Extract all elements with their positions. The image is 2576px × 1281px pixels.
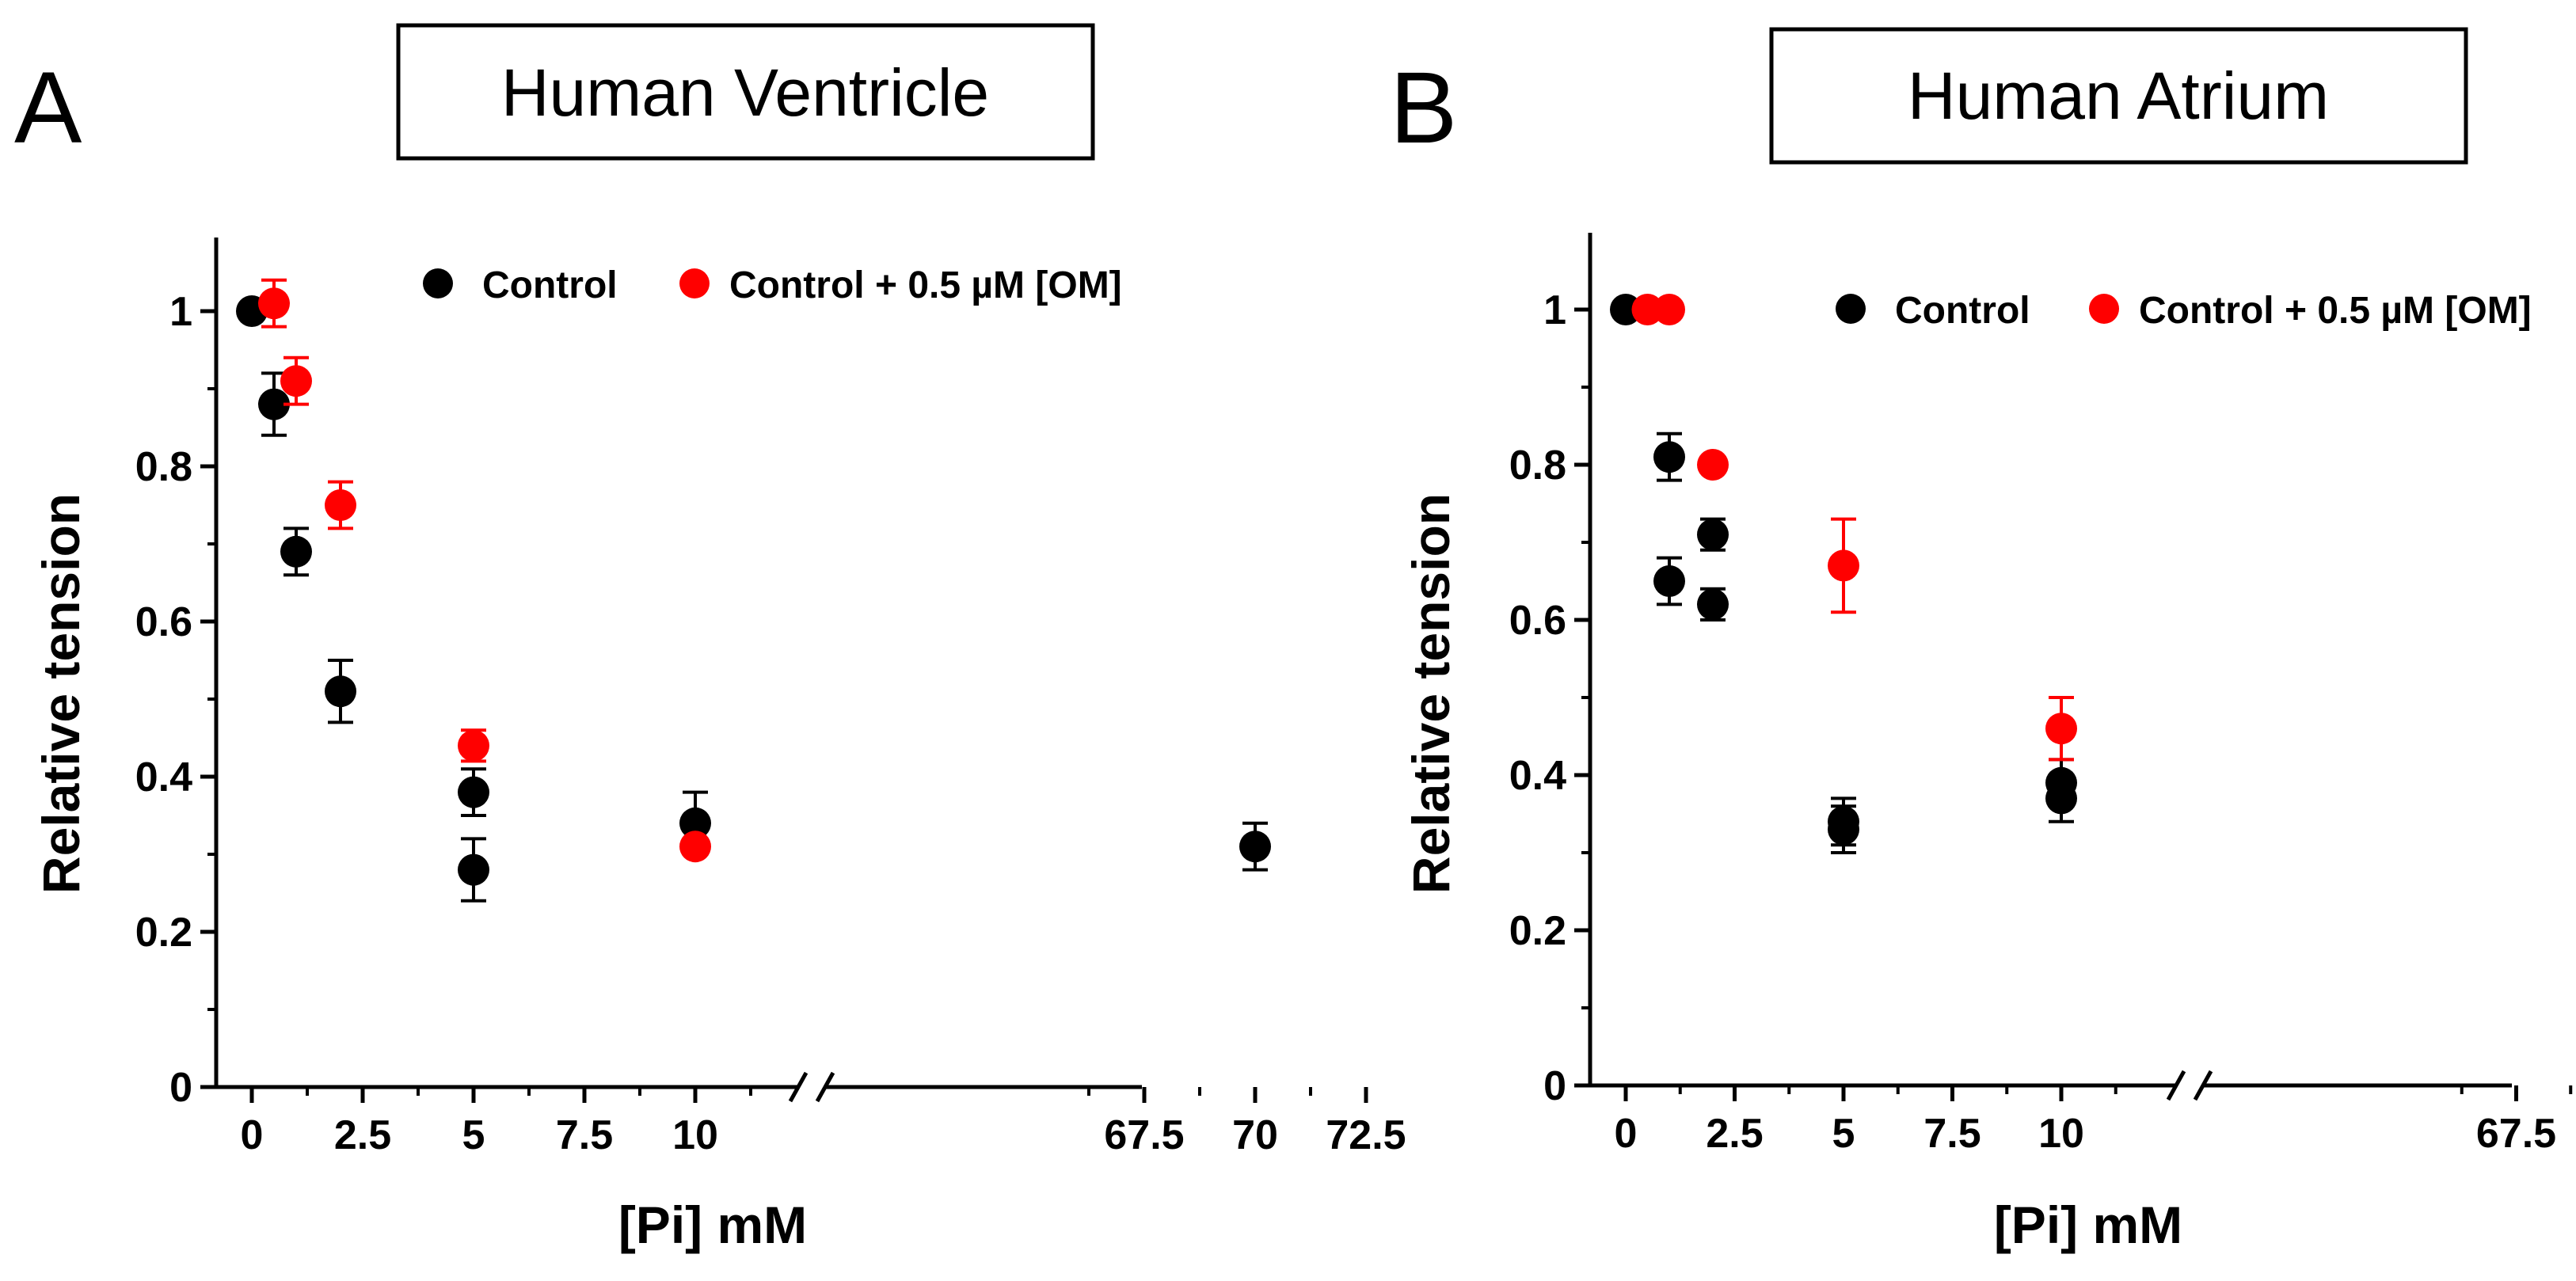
panel-b-letter: B — [1390, 51, 1457, 165]
panel-b-y-tick-label: 0.6 — [1509, 598, 1566, 644]
panel-a-axis-break-mark — [815, 1071, 835, 1103]
panel-a-control-point — [1239, 831, 1271, 863]
panel-a: A Human Ventricle Relative tension [Pi] … — [14, 23, 1406, 1254]
panel-b-control-point — [1653, 565, 1685, 597]
panel-a-y-tick-label: 0.4 — [135, 755, 192, 800]
panel-b-legend-om-marker — [2089, 294, 2119, 324]
panel-a-title: Human Ventricle — [501, 55, 989, 130]
panel-b-axis-break-mark — [2166, 1070, 2186, 1101]
panel-b-om-point — [1828, 549, 1859, 582]
panel-b-x-tick-label: 5 — [1832, 1111, 1855, 1157]
panel-b-x-tick-label: 2.5 — [1706, 1111, 1763, 1157]
panel-a-axis-break-mark — [788, 1071, 809, 1103]
panel-a-y-tick-label: 1 — [169, 289, 192, 335]
panel-a-legend-control-label: Control — [482, 264, 618, 306]
panel-b-om-point — [2045, 713, 2077, 745]
panel-b-x-tick-label: 0 — [1615, 1111, 1638, 1157]
panel-b-x-tick-label: 67.5 — [2476, 1111, 2556, 1157]
panel-a-legend-om-marker — [679, 268, 710, 298]
panel-b: B Human Atrium Relative tension [Pi] mM … — [1390, 27, 2573, 1254]
panel-a-om-point — [679, 831, 711, 863]
panel-b-x-axis-label: [Pi] mM — [1994, 1195, 2182, 1254]
panel-a-om-point — [325, 489, 356, 521]
panel-a-control-point — [679, 807, 711, 839]
panel-a-control-point — [458, 853, 489, 886]
panel-b-y-tick-label: 1 — [1543, 287, 1566, 333]
panel-a-x-tick-label: 70 — [1232, 1112, 1278, 1158]
panel-b-control-point — [1697, 588, 1729, 621]
panel-a-y-tick-label: 0.2 — [135, 910, 192, 956]
panel-a-om-point — [280, 365, 312, 397]
panel-b-om-point — [1697, 449, 1729, 481]
panel-b-control-point — [1653, 441, 1685, 473]
panel-b-x-tick-label: 10 — [2038, 1111, 2084, 1157]
panel-a-y-tick-label: 0.8 — [135, 444, 192, 490]
panel-b-control-point — [1697, 519, 1729, 551]
panel-b-control-point — [2045, 782, 2077, 815]
panel-a-y-tick-label: 0.6 — [135, 599, 192, 645]
panel-b-y-tick-label: 0 — [1543, 1063, 1566, 1109]
panel-a-x-tick-label: 10 — [672, 1112, 718, 1158]
panel-b-om-point — [1653, 294, 1685, 325]
panel-a-x-tick-label: 72.5 — [1326, 1112, 1406, 1158]
panel-a-om-point — [258, 287, 290, 320]
panel-a-x-tick-label: 7.5 — [556, 1112, 613, 1158]
panel-a-om-point — [458, 729, 489, 762]
panel-b-y-axis-label: Relative tension — [1402, 493, 1460, 894]
panel-a-control-point — [458, 776, 489, 808]
panel-a-legend-control-marker — [423, 268, 453, 298]
panel-b-x-tick-label: 7.5 — [1923, 1111, 1981, 1157]
panel-b-control-point — [1828, 813, 1859, 846]
panel-a-y-tick-label: 0 — [169, 1065, 192, 1111]
panel-b-axis-break-mark — [2193, 1070, 2213, 1101]
panel-b-y-tick-label: 0.4 — [1509, 753, 1566, 799]
panel-b-legend-control-label: Control — [1895, 290, 2030, 332]
panel-b-control-point — [1610, 294, 1642, 325]
panel-a-legend-om-label: Control + 0.5 µM [OM] — [729, 264, 1122, 306]
panel-b-y-tick-label: 0.8 — [1509, 443, 1566, 488]
panel-a-control-point — [325, 675, 356, 708]
panel-a-title-box — [396, 23, 1095, 161]
panel-a-plot: 00.20.40.60.810 2.5 5 7.5 10 67.5 70 72.5 — [135, 238, 1406, 1158]
panel-b-legend-control-marker — [1836, 294, 1866, 324]
panel-b-om-point — [1631, 294, 1664, 325]
panel-a-x-tick-label: 0 — [241, 1112, 264, 1158]
panel-a-control-point — [280, 535, 312, 568]
panel-a-x-tick-label: 67.5 — [1104, 1112, 1184, 1158]
panel-b-legend-om-label: Control + 0.5 µM [OM] — [2139, 290, 2532, 332]
panel-a-y-axis-label: Relative tension — [32, 493, 90, 894]
panel-a-x-tick-label: 5 — [462, 1112, 485, 1158]
panel-a-letter: A — [14, 51, 82, 165]
panel-a-control-point — [258, 388, 290, 420]
panel-a-x-tick-label: 2.5 — [334, 1112, 391, 1158]
panel-a-x-axis-label: [Pi] mM — [618, 1195, 807, 1254]
panel-b-title: Human Atrium — [1908, 59, 2329, 133]
panel-b-title-box — [1769, 27, 2468, 165]
panel-b-y-tick-label: 0.2 — [1509, 908, 1566, 954]
